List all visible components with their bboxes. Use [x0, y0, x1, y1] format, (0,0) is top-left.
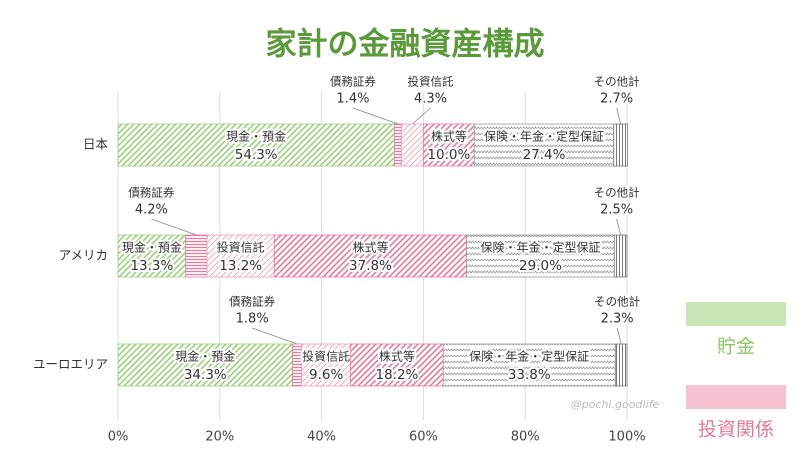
data-label: 13.3%	[130, 258, 173, 274]
data-label: 34.3%	[184, 367, 227, 383]
data-label: 2.7%	[600, 92, 633, 107]
segment-name: 現金・預金	[175, 349, 235, 364]
segment-name: 債務証券	[229, 295, 275, 309]
bar-segment	[206, 234, 275, 278]
data-label: 4.2%	[135, 203, 168, 218]
data-label: 10.0%	[427, 147, 470, 163]
leader-line	[616, 107, 622, 125]
chart-title: 家計の金融資産構成	[266, 27, 545, 63]
segment-name: 保険・年金・定型保証	[480, 240, 600, 255]
data-label: 27.4%	[523, 147, 566, 163]
bar-segment	[117, 343, 293, 387]
x-tick-label: 0%	[108, 430, 129, 445]
bar-segment	[442, 343, 616, 387]
bar-segment	[614, 343, 628, 387]
x-tick-label: 60%	[409, 430, 438, 445]
bar-segment	[185, 234, 208, 278]
data-label: 37.8%	[349, 258, 392, 274]
watermark: @pochi.goodlife	[571, 398, 660, 411]
leader-line	[616, 327, 622, 345]
category-label: 日本	[83, 137, 109, 152]
data-label: 2.5%	[600, 203, 633, 218]
segment-name: 株式等	[352, 240, 388, 255]
segment-name: その他計	[594, 295, 640, 309]
bar-segment	[613, 234, 628, 278]
data-label: 54.3%	[235, 147, 278, 163]
segment-name: 投資信託	[302, 349, 350, 364]
x-tick-label: 80%	[511, 430, 540, 445]
segment-name: 保険・年金・定型保証	[469, 349, 589, 364]
segment-name: 株式等	[379, 349, 415, 364]
segment-name: 現金・預金	[226, 129, 286, 144]
leader-line	[616, 218, 622, 236]
category-label: ユーロエリア	[33, 357, 108, 372]
data-label: 13.2%	[219, 258, 262, 274]
data-label: 2.3%	[601, 312, 634, 327]
leader-line	[151, 218, 197, 236]
segment-name: 現金・預金	[122, 240, 182, 255]
data-label: 18.2%	[375, 367, 418, 383]
legend-swatch	[686, 385, 786, 409]
bar-segment	[393, 123, 402, 167]
segment-name: 保険・年金・定型保証	[484, 129, 604, 144]
data-label: 1.8%	[236, 312, 269, 327]
category-label: アメリカ	[59, 248, 108, 263]
bar-segment	[466, 234, 615, 278]
data-label: 4.3%	[414, 92, 447, 107]
leader-line	[412, 107, 431, 125]
segment-name: その他計	[594, 186, 640, 200]
x-tick-label: 40%	[307, 430, 336, 445]
segment-name: 株式等	[431, 129, 467, 144]
leader-line	[352, 107, 399, 125]
data-label: 29.0%	[519, 258, 562, 274]
bar-segment	[301, 343, 352, 387]
data-label: 9.6%	[309, 367, 343, 383]
x-tick-label: 20%	[205, 430, 234, 445]
x-tick-label: 100%	[608, 430, 645, 445]
data-label: 33.8%	[508, 367, 551, 383]
legend-label: 貯金	[717, 336, 755, 358]
bar-segment	[401, 123, 424, 167]
bar-segment	[292, 343, 303, 387]
segment-name: その他計	[594, 75, 640, 89]
bar-segment	[613, 123, 628, 167]
segment-name: 債務証券	[330, 75, 376, 89]
bar-segment	[117, 123, 395, 167]
bar-segment	[273, 234, 468, 278]
segment-name: 投資信託	[407, 75, 453, 89]
segment-name: 投資信託	[217, 240, 265, 255]
data-label: 1.4%	[336, 92, 369, 107]
bar-segment	[117, 234, 187, 278]
legend-label: 投資関係	[698, 419, 774, 441]
leader-line	[252, 327, 298, 345]
legend-swatch	[686, 302, 786, 326]
segment-name: 債務証券	[128, 186, 174, 200]
bar-segment	[350, 343, 444, 387]
